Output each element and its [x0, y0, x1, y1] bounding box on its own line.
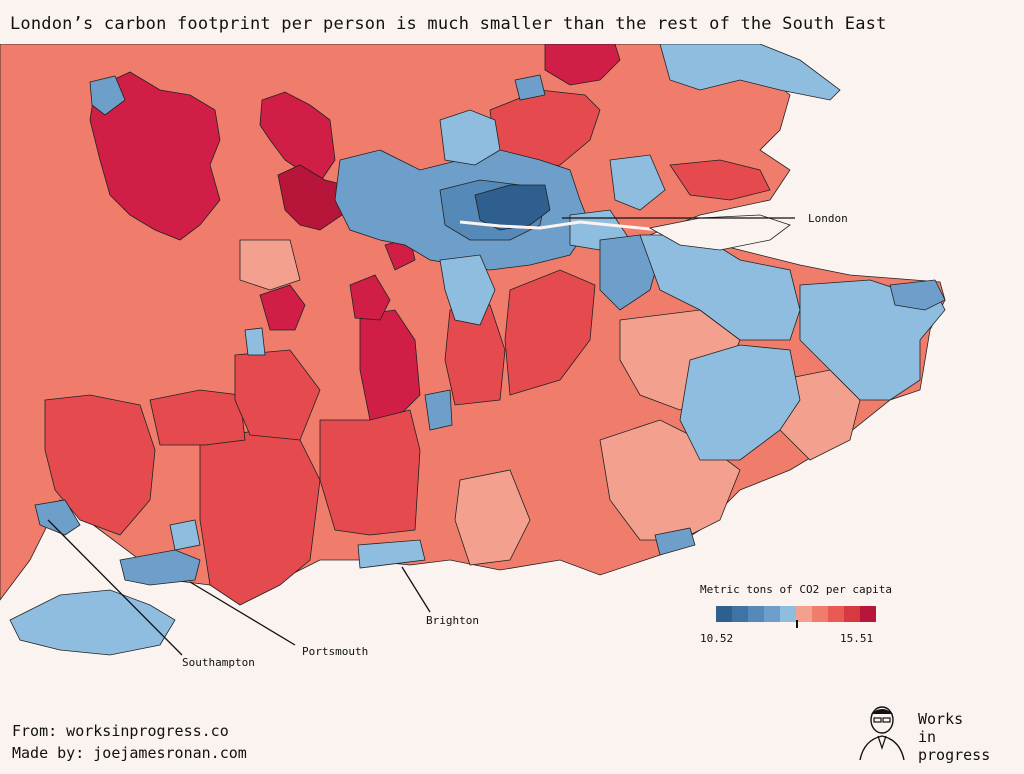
region-kent-blue-4: [679, 344, 801, 461]
legend-swatch: [796, 606, 812, 622]
region-nw-blue: [89, 75, 126, 116]
legend-title: Metric tons of CO2 per capita: [700, 583, 893, 596]
label-london: London: [808, 212, 848, 225]
choropleth-map: London Brighton Portsmouth Southampton: [0, 44, 946, 669]
region-central-red-2: [234, 349, 321, 441]
region-london-core: [474, 184, 551, 231]
region-small-dark-2: [349, 274, 391, 321]
author-portrait-icon: [859, 706, 905, 761]
label-portsmouth: Portsmouth: [302, 645, 368, 658]
legend-swatch: [860, 606, 876, 622]
legend-swatch: [844, 606, 860, 622]
region-small-blue-2: [424, 389, 453, 431]
legend-swatch: [732, 606, 748, 622]
label-southampton: Southampton: [182, 656, 255, 669]
region-mid-red: [319, 409, 421, 536]
portsmouth-leader: [189, 581, 296, 646]
legend-swatch: [748, 606, 764, 622]
chart-title: London’s carbon footprint per person is …: [10, 14, 887, 34]
brand-word-1: Works: [918, 710, 964, 728]
region-brighton-blue: [357, 539, 426, 569]
region-nw-dark: [89, 71, 221, 241]
legend-min: 10.52: [700, 632, 734, 645]
region-west-red: [44, 394, 156, 536]
region-kent-blue-6: [889, 279, 946, 311]
legend-swatch: [764, 606, 780, 622]
southampton-leader: [47, 519, 183, 656]
brand-logo: Works in progress: [918, 710, 990, 764]
region-salmon-5: [239, 239, 301, 291]
region-kent-blue-5: [654, 527, 696, 556]
region-south-red: [199, 429, 321, 606]
region-red-kent-2: [504, 269, 596, 396]
source-credit: From: worksinprogress.co: [12, 722, 229, 740]
region-central-red: [149, 389, 246, 446]
legend-max: 15.51: [840, 632, 874, 645]
brighton-leader: [401, 566, 431, 613]
region-mid-dark: [359, 309, 421, 421]
region-essex-blue-2: [609, 154, 666, 211]
region-small-dark: [259, 284, 306, 331]
region-small-blue: [244, 327, 266, 356]
region-london-south: [439, 254, 496, 326]
brand-word-3: progress: [918, 746, 991, 764]
region-coast-blue: [169, 519, 201, 551]
author-credit: Made by: joejamesronan.com: [12, 744, 247, 762]
region-top-blue: [514, 74, 546, 101]
brand-word-2: in: [918, 728, 937, 746]
region-portsmouth-blue: [119, 549, 201, 586]
region-darkest: [277, 164, 346, 231]
legend-color-bar: [716, 606, 876, 628]
legend-swatch: [780, 606, 796, 622]
label-brighton: Brighton: [426, 614, 479, 627]
region-southampton-blue: [34, 499, 81, 536]
region-salmon-4: [454, 469, 531, 566]
region-top-dark: [544, 44, 621, 86]
legend-swatch: [716, 606, 732, 622]
region-essex-blue: [659, 44, 841, 101]
region-london-north: [439, 109, 501, 166]
legend-swatch: [812, 606, 828, 622]
region-ne-red-2: [669, 159, 771, 201]
legend-swatch: [828, 606, 844, 622]
region-red-kent: [444, 304, 506, 406]
